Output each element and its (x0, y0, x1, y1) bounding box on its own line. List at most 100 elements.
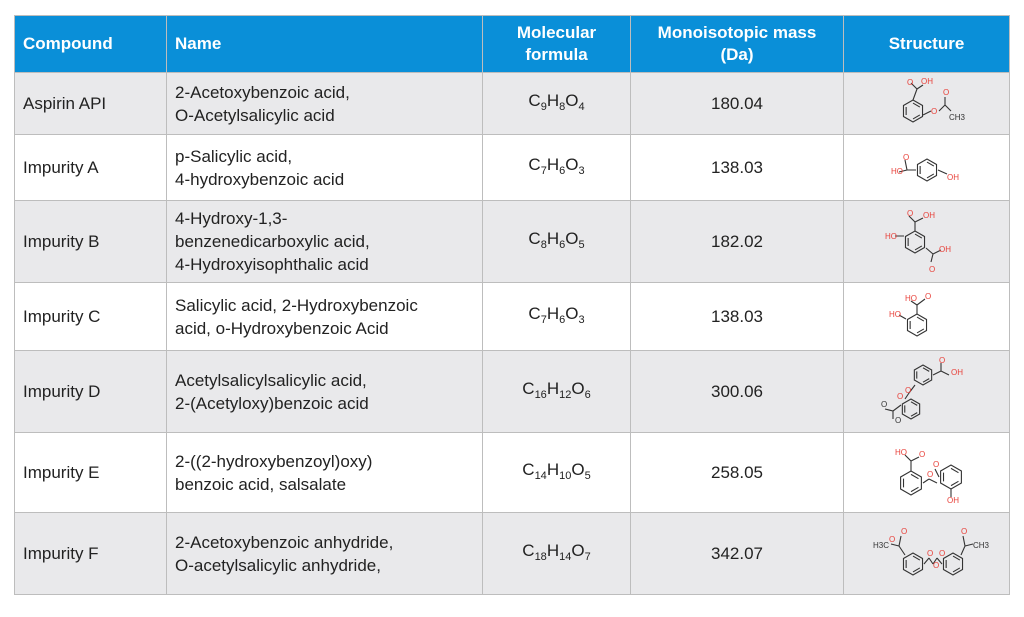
header-mass: Monoisotopic mass (Da) (630, 15, 844, 73)
atom-label: O (903, 153, 909, 162)
formula-cell: C7H6O3 (482, 134, 631, 201)
atom-label: O (927, 470, 933, 479)
structure-cell: HO O HO (843, 282, 1010, 351)
atom-label: OH (921, 77, 933, 86)
header-formula: Molecular formula (482, 15, 631, 73)
formula-element: H (546, 540, 560, 560)
mass-cell: 180.04 (630, 72, 844, 135)
mass-cell: 138.03 (630, 282, 844, 351)
bond-lines (894, 215, 941, 262)
name-line: O-Acetylsalicylic acid (175, 105, 335, 125)
formula-subscript: 8 (559, 100, 566, 113)
name-line: 2-Acetoxybenzoic anhydride, (175, 532, 394, 552)
mass-cell: 182.02 (630, 200, 844, 283)
formula-element: H (546, 303, 560, 323)
name-line: benzoic acid, salsalate (175, 474, 347, 494)
formula-element: H (546, 228, 560, 248)
name-line: 4-hydroxybenzoic acid (175, 169, 345, 189)
atom-label: O (939, 549, 945, 558)
name-cell: 2-((2-hydroxybenzoyl)oxy) benzoic acid, s… (166, 432, 483, 513)
name-line: 2-Acetoxybenzoic acid, (175, 82, 350, 102)
mass-cell: 300.06 (630, 350, 844, 433)
benzene-ring-icon (901, 397, 920, 420)
benzene-ring-icon (902, 551, 923, 576)
formula-element: C (522, 540, 535, 560)
structure-cell: O OH O O CH3 (843, 72, 1010, 135)
formula-subscript: 6 (584, 388, 591, 401)
benzene-ring-icon (904, 229, 925, 254)
name-line: 4-Hydroxy-1,3- (175, 209, 288, 228)
name-line: p-Salicylic acid, (175, 146, 293, 166)
formula-cell: C7H6O3 (482, 282, 631, 351)
formula-cell: C16H12O6 (482, 350, 631, 433)
atom-label: O (889, 535, 895, 544)
formula-subscript: 5 (584, 469, 591, 482)
name-cell: 2-Acetoxybenzoic acid, O-Acetylsalicylic … (166, 72, 483, 135)
structure-cell: O H3C O O O O O CH3 (843, 512, 1010, 595)
atom-label: O (897, 392, 903, 401)
formula-element: H (546, 90, 560, 110)
formula-element: O (565, 228, 579, 248)
formula-cell: C14H10O5 (482, 432, 631, 513)
atom-label: O (907, 78, 913, 87)
bond-lines (898, 298, 925, 319)
formula-element: C (528, 303, 541, 323)
atom-label: O (943, 88, 949, 97)
formula-subscript: 4 (578, 100, 585, 113)
formula-subscript: 12 (559, 388, 572, 401)
structure-cell: O OH HO O OH (843, 200, 1010, 283)
compound-cell: Impurity D (14, 350, 167, 433)
formula-element: O (565, 303, 579, 323)
header-structure: Structure (843, 15, 1010, 73)
formula-element: C (528, 228, 541, 248)
impurity-b-structure-icon: O OH HO O OH (885, 209, 951, 274)
atom-label: OH (947, 173, 959, 182)
atom-label: OH (923, 211, 935, 220)
formula-cell: C18H14O7 (482, 512, 631, 595)
atom-label: O (939, 356, 945, 365)
header-mass-line1: Monoisotopic mass (657, 23, 817, 42)
bond-lines (904, 454, 952, 497)
name-line: O-acetylsalicylic anhydride, (175, 555, 381, 575)
aspirin-structure-icon: O OH O O CH3 (902, 77, 966, 123)
mass-cell: 342.07 (630, 512, 844, 595)
formula-subscript: 7 (540, 313, 547, 326)
benzene-ring-icon (913, 363, 932, 386)
atom-label: OH (939, 245, 951, 254)
name-cell: 2-Acetoxybenzoic anhydride, O-acetylsalic… (166, 512, 483, 595)
header-formula-line2: formula (525, 45, 588, 64)
atom-label: O (907, 209, 913, 218)
formula-element: C (528, 154, 541, 174)
name-cell: p-Salicylic acid, 4-hydroxybenzoic acid (166, 134, 483, 201)
table-header-row: Compound Name Molecular formula Monoisoto… (14, 15, 1010, 73)
formula-subscript: 9 (540, 100, 547, 113)
formula-subscript: 6 (559, 313, 566, 326)
atom-label: O (905, 386, 911, 395)
benzene-ring-icon (939, 463, 962, 490)
mass-cell: 258.05 (630, 432, 844, 513)
atom-label: O (925, 292, 931, 301)
formula-subscript: 8 (540, 238, 547, 251)
atom-label: HO (885, 232, 897, 241)
mass-cell: 138.03 (630, 134, 844, 201)
compound-cell: Impurity F (14, 512, 167, 595)
name-cell: 4-Hydroxy-1,3- benzenedicarboxylic acid, 4… (166, 200, 483, 283)
formula-element: O (565, 90, 579, 110)
compound-cell: Aspirin API (14, 72, 167, 135)
bond-lines (910, 82, 951, 115)
atom-label: H3C (873, 541, 889, 550)
table-row: Impurity A p-Salicylic acid, 4-hydroxyben… (14, 134, 1010, 201)
header-mass-line2: (Da) (720, 45, 754, 64)
table-row: Aspirin API 2-Acetoxybenzoic acid, O-Acet… (14, 72, 1010, 135)
formula-subscript: 5 (578, 238, 585, 251)
impurity-a-structure-icon: HOO OH (891, 153, 959, 182)
atom-label: O (901, 527, 907, 536)
atom-label: HO (891, 167, 903, 176)
formula-element: O (571, 540, 585, 560)
atom-label: CH3 (949, 113, 966, 122)
formula-subscript: 6 (559, 238, 566, 251)
name-line: Salicylic acid, 2-Hydroxybenzoic (175, 295, 418, 315)
